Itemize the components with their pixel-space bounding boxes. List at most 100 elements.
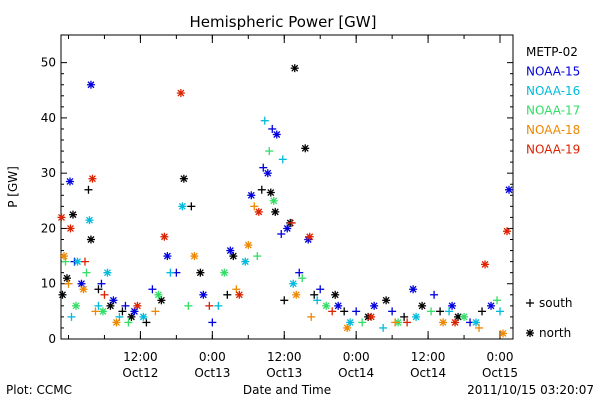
data-point-south — [61, 257, 70, 266]
footer-credit: Plot: CCMC — [6, 383, 72, 397]
plot-frame — [60, 34, 514, 340]
data-point-south — [352, 307, 361, 316]
data-point-north — [178, 202, 187, 211]
data-point-north — [292, 290, 301, 299]
data-point-south — [257, 185, 266, 194]
data-point-south — [445, 307, 454, 316]
data-point-south — [91, 307, 100, 316]
data-point-north — [241, 257, 250, 266]
data-point-south — [436, 307, 445, 316]
data-point-north — [263, 169, 272, 178]
data-point-north — [343, 323, 352, 332]
data-markers — [57, 64, 514, 338]
data-point-south — [121, 301, 130, 310]
data-point-north — [103, 268, 112, 277]
data-point-north — [346, 318, 355, 327]
data-point-north — [226, 246, 235, 255]
data-point-north — [503, 227, 512, 236]
x-tick-label-time: 12:00 — [123, 350, 158, 364]
data-point-south — [82, 268, 91, 277]
data-point-north — [266, 188, 275, 197]
series-noaa-15 — [65, 80, 514, 327]
data-point-south — [307, 312, 316, 321]
data-point-south — [493, 296, 502, 305]
data-point-north — [139, 312, 148, 321]
legend-entry-noaa-19: NOAA-19 — [526, 143, 580, 157]
data-point-south — [496, 307, 505, 316]
chart-title: Hemispheric Power [GW] — [190, 13, 377, 31]
data-point-south — [223, 290, 232, 299]
data-point-north — [62, 274, 71, 283]
data-point-south — [388, 307, 397, 316]
data-point-south — [265, 147, 274, 156]
data-point-south — [148, 285, 157, 294]
x-tick-label-date: Oct14 — [410, 366, 446, 380]
x-axis-title: Date and Time — [243, 383, 331, 397]
data-point-south — [313, 296, 322, 305]
data-point-south — [67, 312, 76, 321]
data-point-south — [187, 202, 196, 211]
data-point-south — [310, 290, 319, 299]
data-point-north — [109, 296, 118, 305]
x-tick-label-date: Oct14 — [338, 366, 374, 380]
data-point-south — [124, 318, 133, 327]
legend-entry-noaa-17: NOAA-17 — [526, 104, 580, 118]
data-point-north — [481, 260, 490, 269]
data-point-north — [254, 207, 263, 216]
data-point-south — [328, 307, 337, 316]
y-axis-title: P [GW] — [6, 166, 20, 208]
data-point-south — [430, 290, 439, 299]
data-point-north — [68, 210, 77, 219]
x-tick-label-date: Oct15 — [482, 366, 518, 380]
data-point-north — [73, 257, 82, 266]
y-tick-label: 30 — [41, 166, 56, 180]
data-point-north — [57, 213, 66, 222]
data-point-south — [278, 155, 287, 164]
data-point-north — [235, 290, 244, 299]
data-point-north — [154, 290, 163, 299]
legend-entry-metp-02: METP-02 — [526, 45, 578, 59]
data-point-north — [487, 301, 496, 310]
data-point-south — [316, 285, 325, 294]
data-point-north — [499, 329, 508, 338]
x-tick-label-time: 0:00 — [343, 350, 370, 364]
legend: METP-02 NOAA-15 NOAA-16 NOAA-17 NOAA-18 NOAA-… — [526, 45, 580, 340]
data-point-north — [448, 301, 457, 310]
data-point-north — [58, 290, 67, 299]
data-point-north — [283, 224, 292, 233]
data-point-south — [253, 252, 262, 261]
data-point-north — [322, 301, 331, 310]
data-point-north — [382, 296, 391, 305]
legend-marker-label-north: north — [539, 326, 571, 340]
data-point-north — [271, 207, 280, 216]
footer-timestamp: 2011/10/15 03:20:07 — [467, 383, 594, 397]
data-point-north — [460, 312, 469, 321]
data-point-south — [268, 124, 277, 133]
data-point-south — [277, 229, 286, 238]
data-point-north — [176, 89, 185, 98]
data-point-north — [505, 185, 514, 194]
data-point-south — [400, 312, 409, 321]
data-point-north — [290, 64, 299, 73]
data-point-south — [298, 274, 307, 283]
data-point-north — [370, 301, 379, 310]
data-point-south — [208, 318, 217, 327]
data-point-south — [205, 301, 214, 310]
data-point-south — [295, 268, 304, 277]
data-point-north — [409, 285, 418, 294]
x-tick-label-time: 12:00 — [267, 350, 302, 364]
data-point-south — [184, 301, 193, 310]
data-point-north — [439, 318, 448, 327]
series-noaa-17 — [61, 147, 502, 327]
data-point-south — [97, 279, 106, 288]
data-point-north — [244, 241, 253, 250]
y-tick-label: 40 — [41, 111, 56, 125]
data-point-north — [331, 290, 340, 299]
data-point-north — [88, 174, 97, 183]
data-point-south — [100, 290, 109, 299]
data-point-north — [269, 196, 278, 205]
data-point-north — [418, 301, 427, 310]
legend-marker-label-south: south — [539, 296, 573, 310]
data-point-south — [280, 296, 289, 305]
